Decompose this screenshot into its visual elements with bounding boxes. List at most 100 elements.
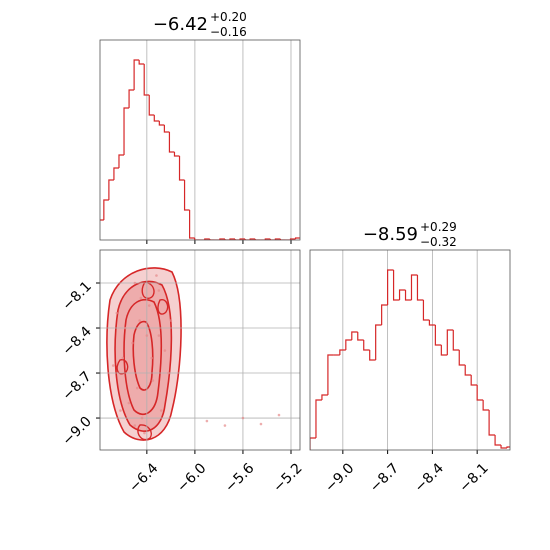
y-tick-label: −8.1 [59, 279, 94, 314]
sample-point [123, 326, 127, 330]
histogram-step [148, 95, 155, 116]
histogram-step [269, 239, 276, 240]
plot-area [111, 274, 281, 435]
histogram-step [294, 237, 300, 239]
sample-point [138, 319, 141, 322]
plot-area [310, 269, 510, 450]
sample-point [131, 341, 134, 345]
histogram-step [458, 350, 466, 366]
sample-point [133, 281, 137, 285]
title-minus: −0.32 [420, 235, 457, 249]
histogram-step [128, 89, 135, 108]
histogram-step [488, 410, 496, 436]
plot-area [100, 59, 300, 240]
histogram-step [310, 437, 316, 450]
histogram-step [315, 399, 322, 438]
histogram-step [123, 107, 130, 155]
histogram-step [321, 394, 328, 400]
sample-point [259, 422, 263, 426]
histogram-step [482, 400, 490, 411]
sample-point [115, 311, 119, 315]
histogram-step [446, 329, 454, 355]
histogram-step [209, 239, 215, 240]
sample-point [155, 274, 158, 277]
x-tick-label: −8.4 [412, 460, 447, 495]
sample-point [121, 356, 125, 360]
histogram-step [138, 60, 145, 65]
title-minus: −0.16 [210, 25, 247, 39]
histogram-step [168, 132, 175, 153]
histogram-step [452, 330, 460, 351]
histogram-step [410, 274, 418, 300]
histogram-step [108, 179, 114, 200]
histogram-step [183, 180, 190, 211]
x-tick-label: −8.1 [456, 460, 491, 495]
sample-point [157, 289, 161, 292]
x-tick-label: −6.4 [126, 460, 161, 495]
histogram-step [345, 339, 352, 350]
sample-point [133, 424, 137, 427]
sample-point [119, 409, 122, 412]
histogram-step [234, 239, 241, 240]
sample-point [111, 364, 115, 367]
sample-point [140, 416, 144, 420]
histogram-step [470, 375, 478, 386]
x-tick-label: −9.0 [322, 460, 357, 495]
histogram-step [363, 340, 370, 351]
histogram-step [339, 349, 346, 355]
x-tick-label: −6.0 [174, 460, 209, 495]
contour-line [116, 281, 169, 441]
histogram-step [100, 219, 104, 221]
x-tick-label: −8.7 [367, 460, 402, 495]
sample-point [157, 334, 161, 337]
title-plus: +0.29 [420, 220, 457, 234]
sample-point [145, 334, 149, 337]
panel-title: −6.42 [153, 14, 208, 35]
histogram-step [404, 290, 412, 301]
histogram-step [387, 269, 394, 305]
histogram-step [422, 300, 430, 321]
histogram-step [398, 289, 406, 300]
histogram-step [434, 325, 442, 346]
contour-line [132, 320, 154, 391]
sample-point [127, 401, 131, 405]
histogram-step [153, 115, 160, 122]
y-tick-label: −8.4 [59, 323, 94, 358]
contour-line [114, 280, 173, 432]
histogram-step [464, 365, 472, 376]
sample-point [241, 416, 245, 420]
histogram-step [428, 320, 436, 326]
histogram-step [103, 199, 109, 220]
histogram-step [369, 350, 376, 361]
histogram-step [194, 238, 200, 240]
histogram-step [392, 270, 400, 301]
histogram-step [351, 331, 358, 340]
histogram-step [113, 167, 119, 180]
sample-point [147, 304, 151, 307]
sample-point [143, 431, 146, 435]
density-contours [106, 267, 182, 441]
y-tick-label: −8.7 [59, 369, 94, 404]
panel-frame [99, 249, 301, 451]
histogram-step [118, 154, 125, 168]
panel-title: −8.59 [363, 224, 418, 245]
x-tick-label: −5.2 [270, 460, 305, 495]
y-tick-label: −9.0 [59, 414, 94, 449]
histogram-step [506, 446, 510, 448]
histogram-step [416, 275, 424, 301]
histogram-step [224, 239, 230, 240]
title-plus: +0.20 [210, 10, 247, 24]
histogram-step [375, 324, 382, 360]
sample-point [150, 356, 153, 360]
histogram-step [381, 304, 388, 325]
histogram-step [178, 156, 185, 181]
histogram-step [189, 210, 195, 239]
histogram-step [494, 435, 502, 446]
sample-point [151, 379, 155, 382]
histogram-step [279, 239, 286, 240]
sample-point [277, 413, 281, 417]
histogram-step [244, 239, 251, 240]
histogram-step [163, 125, 170, 133]
histogram-step [357, 332, 364, 341]
